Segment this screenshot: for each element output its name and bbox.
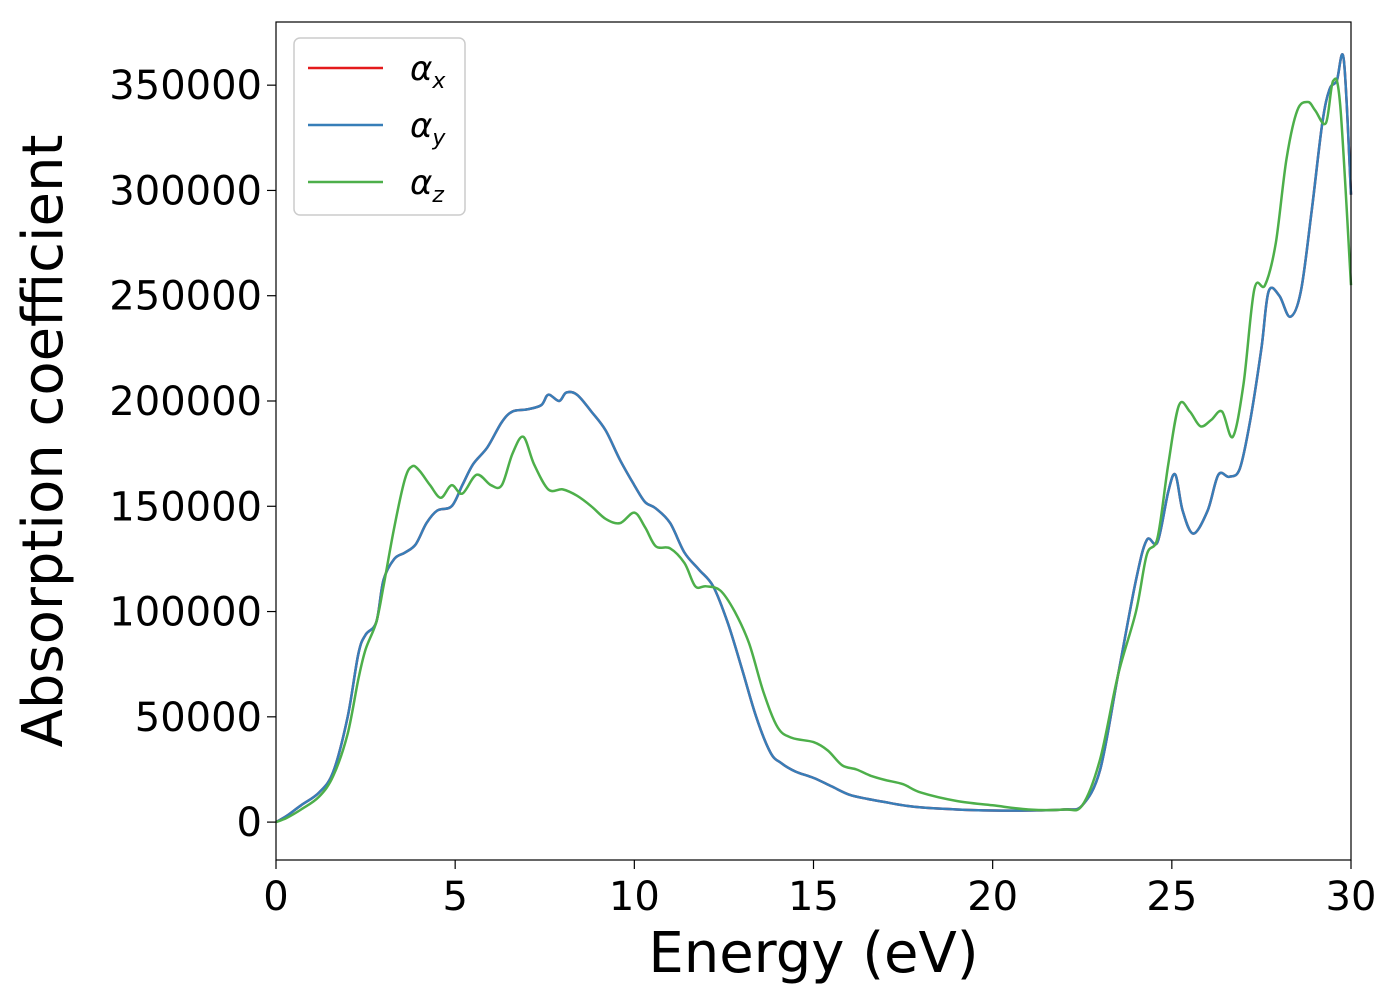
x-tick-label: 25 <box>1146 874 1197 920</box>
x-tick-label: 20 <box>967 874 1018 920</box>
y-tick-label: 250000 <box>109 274 262 320</box>
series-line-alpha-z <box>275 77 1353 824</box>
x-tick-label: 15 <box>788 874 839 920</box>
y-tick-label: 0 <box>237 800 262 846</box>
y-tick-label: 300000 <box>109 168 262 214</box>
y-tick-label: 50000 <box>135 695 262 741</box>
x-tick-label: 10 <box>609 874 660 920</box>
x-tick-label: 30 <box>1326 874 1377 920</box>
x-tick-label: 5 <box>442 874 467 920</box>
legend-label-alpha-y: αy <box>410 106 446 151</box>
y-tick-label: 150000 <box>109 484 262 530</box>
axis-ticks: 0 5 10 15 20 25 30 0 50000 100000 150000 200000 2500… <box>109 63 1376 920</box>
y-tick-label: 100000 <box>109 590 262 636</box>
x-axis-title: Energy (eV) <box>648 921 978 986</box>
y-tick-label: 200000 <box>109 379 262 425</box>
legend-box <box>293 37 466 216</box>
y-axis-title: Absorption coefficient <box>11 135 76 748</box>
legend-label-alpha-x: αx <box>410 49 446 94</box>
y-tick-label: 350000 <box>109 63 262 109</box>
series-line-alpha-y <box>275 53 1353 824</box>
x-tick-label: 0 <box>263 874 288 920</box>
series-lines <box>275 53 1353 824</box>
